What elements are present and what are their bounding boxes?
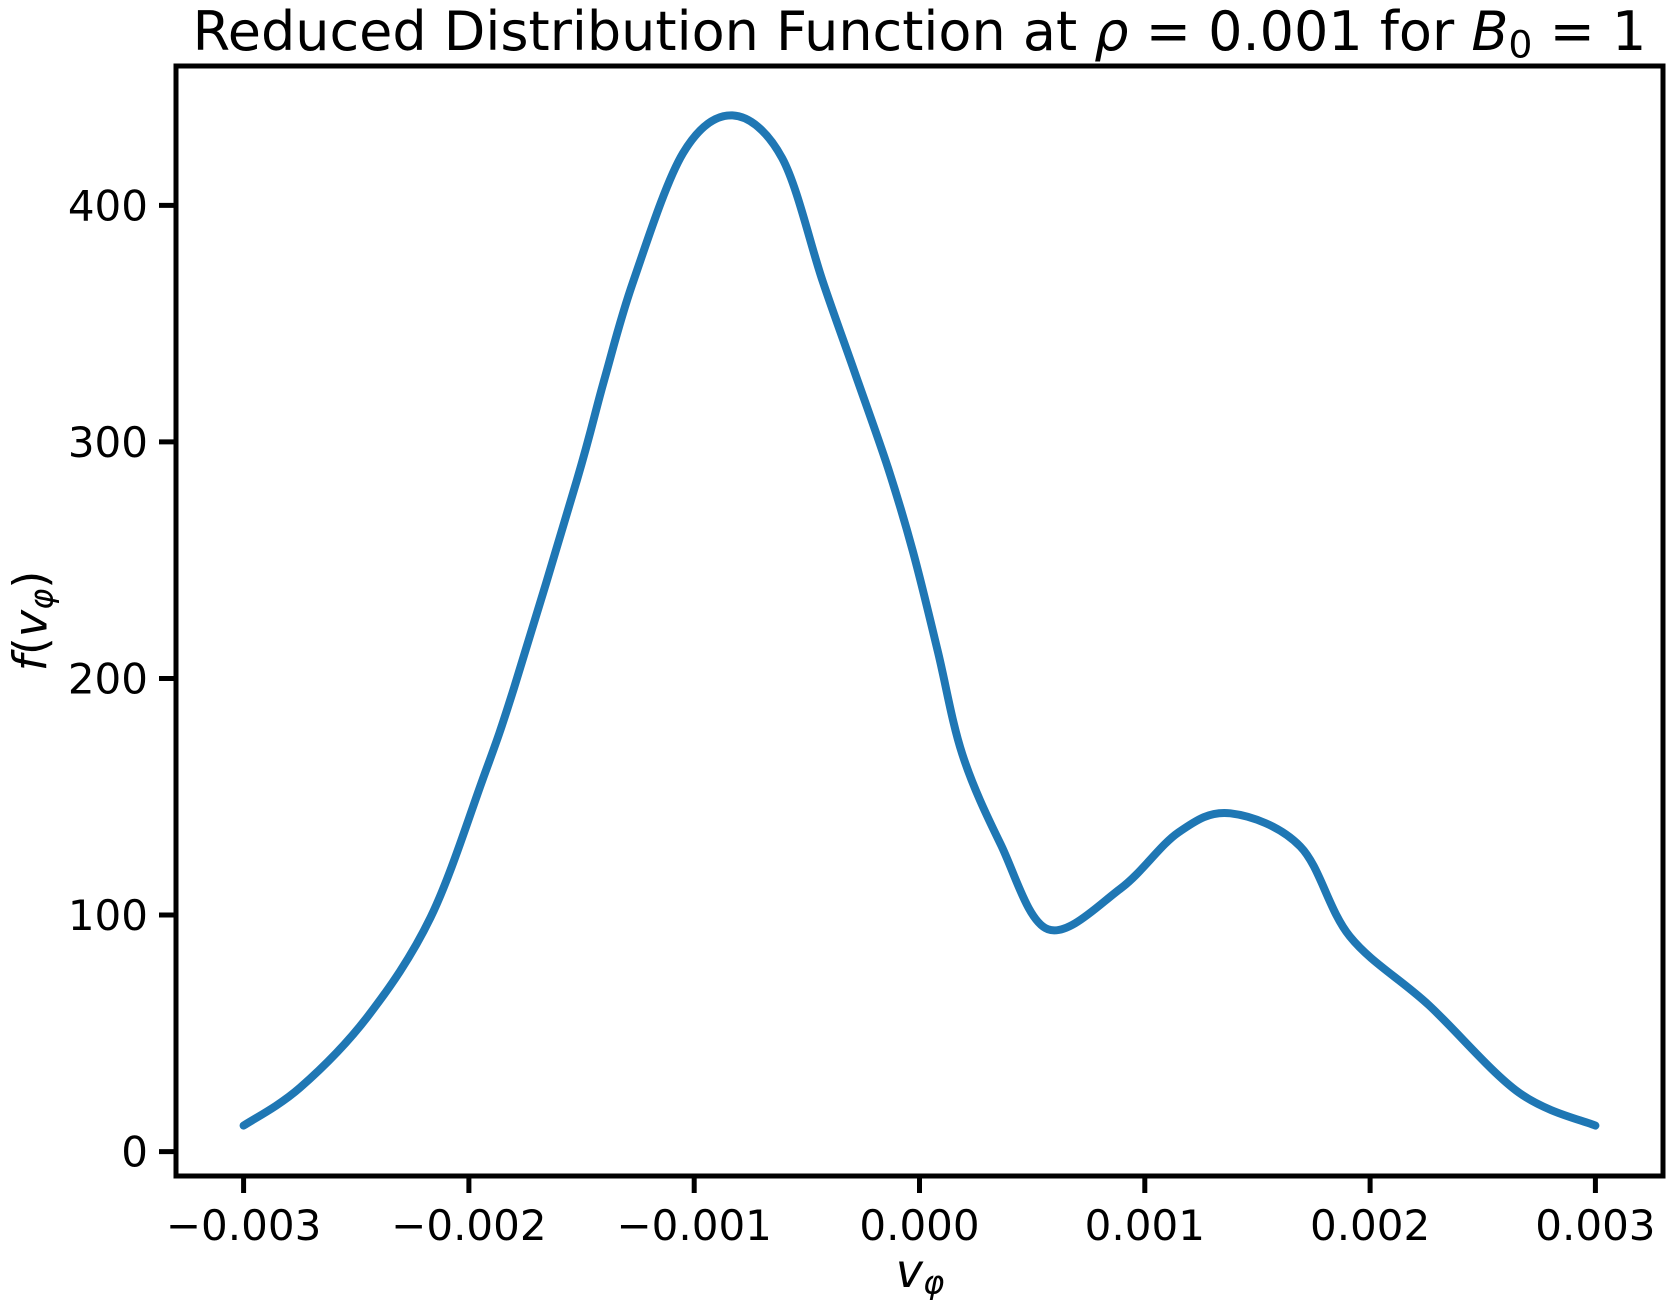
x-tick-label: 0.003	[1535, 1201, 1655, 1250]
y-axis-label: f(vφ)	[3, 571, 60, 672]
x-tick-label: −0.003	[166, 1201, 321, 1250]
plot-frame	[173, 63, 1666, 1179]
title-b-subscript: 0	[1508, 22, 1533, 67]
y-axis-open-paren: (	[3, 637, 58, 656]
y-axis-symbol: v	[3, 609, 58, 638]
x-axis-subscript: φ	[923, 1263, 945, 1302]
title-rho-value: = 0.001 for	[1128, 0, 1472, 63]
title-b-symbol: B	[1471, 0, 1509, 63]
y-tick-label: 400	[68, 181, 148, 230]
title-rho-symbol: ρ	[1094, 0, 1129, 63]
distribution-curve	[239, 111, 1600, 1130]
y-ticks	[159, 202, 176, 1155]
x-axis-label: vφ	[896, 1244, 944, 1301]
y-tick-label: 200	[68, 654, 148, 703]
x-ticks	[241, 1176, 1598, 1193]
x-tick-label: 0.001	[1085, 1201, 1205, 1250]
y-tick-label: 300	[68, 418, 148, 467]
y-tick-label: 0	[121, 1128, 148, 1177]
title-text: Reduced Distribution Function at	[192, 0, 1095, 63]
y-tick-labels: 0 100 200 300 400	[68, 181, 148, 1176]
title-b-value: = 1	[1532, 0, 1647, 63]
x-tick-label: 0.000	[859, 1201, 979, 1250]
y-axis-func-symbol: f	[3, 655, 58, 672]
y-tick-label: 100	[68, 891, 148, 940]
x-tick-labels: −0.003 −0.002 −0.001 0.000 0.001 0.002 0.003	[166, 1201, 1656, 1250]
x-tick-label: −0.001	[616, 1201, 771, 1250]
y-axis-subscript: φ	[22, 588, 61, 610]
x-tick-label: 0.002	[1310, 1201, 1430, 1250]
x-tick-label: −0.002	[391, 1201, 546, 1250]
y-axis-close-paren: )	[3, 570, 58, 589]
chart-title: Reduced Distribution Function at ρ = 0.0…	[176, 0, 1663, 77]
x-axis-symbol: v	[895, 1244, 923, 1298]
